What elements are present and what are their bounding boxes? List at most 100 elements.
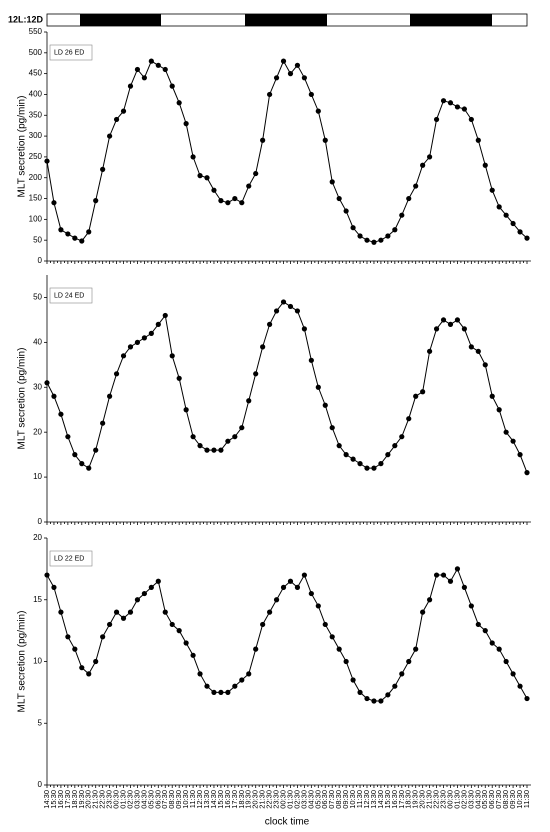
x-tick-label: 11:30 [522,790,531,808]
data-point [93,447,99,453]
data-point [134,339,141,345]
data-point [503,429,509,435]
data-point [385,233,391,239]
data-point [413,393,419,399]
data-point [315,384,321,390]
x-tick-label: 03:30 [466,790,475,809]
data-point [427,348,433,354]
x-tick-label: 15:30 [49,790,58,809]
data-point [413,646,419,652]
data-point [420,389,426,395]
photoperiod-label: 12L:12D [8,14,44,24]
data-point [433,326,440,332]
data-point [51,584,57,591]
data-point [294,584,301,591]
x-tick-label: 07:30 [494,790,503,809]
data-point [308,590,314,597]
x-axis-label: clock time [265,817,310,828]
x-tick-label: 04:30 [473,790,482,809]
data-point [371,698,377,704]
data-point [148,58,154,64]
x-tick-label: 00:30 [445,790,454,809]
data-point [496,204,502,210]
data-point [420,162,426,168]
data-point [225,689,231,695]
data-point [155,578,161,584]
data-point [503,212,509,218]
data-point [148,330,154,336]
data-point [134,66,141,73]
data-point [343,658,349,665]
data-point [107,393,113,399]
data-point [141,335,147,341]
data-point [524,470,530,476]
data-point [496,407,502,413]
data-point [190,652,196,658]
data-point [440,317,447,323]
data-point [336,195,342,202]
data-point [489,640,495,646]
data-point [489,393,495,399]
data-point [260,344,266,350]
data-point [183,640,189,646]
data-point [294,62,301,68]
y-tick-label: 250 [29,152,43,161]
y-tick-label: 5 [38,718,43,727]
data-point [315,108,321,114]
data-point [155,321,161,327]
data-point [253,371,259,377]
data-point [204,683,210,689]
data-point [86,671,92,677]
y-tick-label: 50 [33,235,42,244]
data-point [378,698,384,704]
x-tick-label: 13:30 [202,790,211,809]
data-point [315,603,321,609]
dark-period [245,14,327,26]
data-point [86,465,92,471]
x-tick-label: 21:30 [91,790,100,809]
y-axis-label: MLT secretion (pg/min) [17,348,28,450]
data-point [273,597,280,603]
data-point [475,348,481,354]
data-point [468,603,474,609]
data-point [371,239,377,245]
x-tick-label: 07:30 [160,790,169,809]
y-tick-label: 0 [38,517,43,526]
y-tick-label: 50 [33,293,42,302]
annotation-box [49,287,93,304]
x-tick-label: 11:30 [188,790,197,808]
data-point [385,452,391,458]
data-point [65,231,71,237]
data-point [267,91,273,98]
data-point [93,658,99,665]
x-tick-label: 20:30 [251,790,260,809]
data-point [204,175,210,181]
x-tick-label: 23:30 [272,790,281,809]
x-tick-label: 16:30 [223,790,232,809]
data-point [406,195,412,202]
x-tick-label: 01:30 [452,790,461,809]
x-tick-label: 18:30 [70,790,79,809]
data-point [420,609,426,615]
x-tick-label: 23:30 [105,790,114,809]
panel: 0 50 100 150 200 250 300 350 400 450 500 550 MLT sec… [17,27,531,265]
data-point [44,572,50,578]
data-point [322,137,328,143]
x-tick-label: 06:30 [320,790,329,809]
x-tick-label: 19:30 [77,790,86,809]
data-point [524,235,530,241]
y-tick-label: 40 [33,337,42,346]
data-point [440,572,447,578]
data-point [72,452,78,458]
data-point [454,104,461,110]
data-point [267,609,273,615]
data-point [169,353,175,359]
x-tick-label: 08:30 [334,790,343,809]
x-tick-label: 20:30 [418,790,427,809]
x-tick-label: 09:30 [341,790,350,809]
x-tick-label: 05:30 [480,790,489,809]
data-point [294,308,301,314]
data-point [162,312,168,319]
data-point [343,452,349,458]
data-point [517,229,523,235]
